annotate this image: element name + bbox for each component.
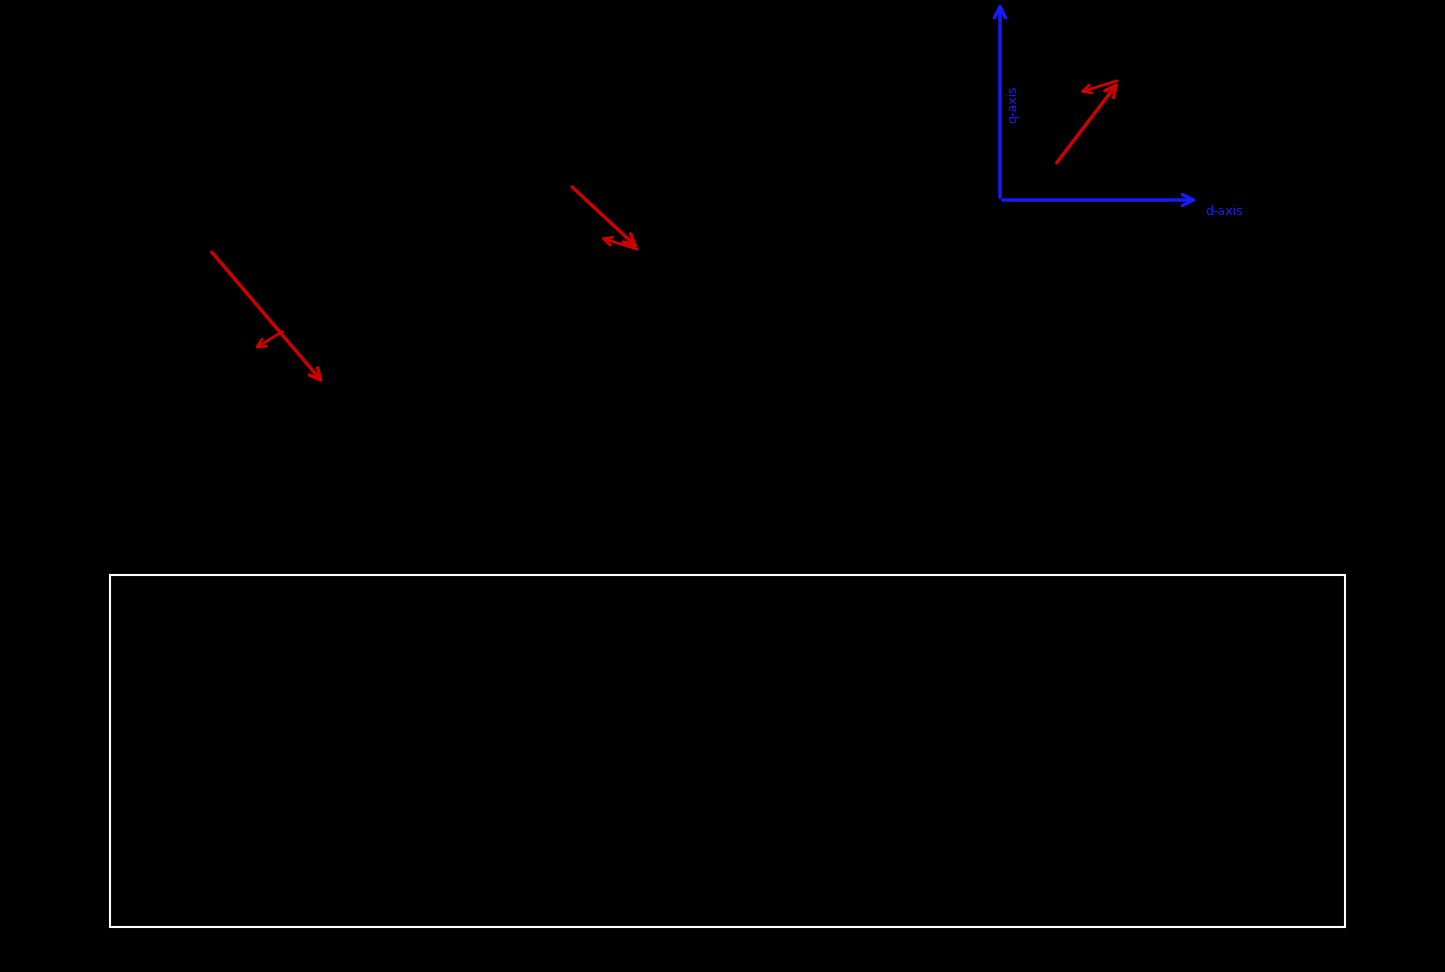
Bar [110, 575, 1345, 927]
Text: Clarke Transformation: Clarke Transformation [308, 100, 532, 118]
Text: F: F [337, 368, 347, 386]
Text: $\dot{i}_\beta$: $\dot{i}_\beta$ [772, 180, 788, 214]
Text: $\omega$: $\omega$ [605, 249, 620, 267]
Text: d-axis: d-axis [1205, 205, 1243, 218]
Text: $i_\alpha = i_a$: $i_\alpha = i_a$ [387, 155, 452, 182]
Text: $\omega$: $\omega$ [1085, 51, 1100, 69]
Text: $i_d = i_\alpha \cos\theta + i_\beta \sin\theta$: $i_d = i_\alpha \cos\theta + i_\beta \si… [738, 155, 962, 187]
Text: $\omega$: $\omega$ [285, 306, 301, 324]
Text: $\dot{i}_b$: $\dot{i}_b$ [305, 303, 322, 333]
Text: $\dot{i}_c$: $\dot{i}_c$ [49, 283, 65, 314]
Text: Park Transformation: Park Transformation [747, 100, 952, 118]
Text: q-axis: q-axis [1006, 86, 1019, 123]
Text: F: F [1133, 61, 1143, 79]
Text: $\dot{i}_d$: $\dot{i}_d$ [832, 0, 850, 28]
Text: F: F [652, 231, 662, 249]
Text: $i_\beta = \dfrac{1}{\sqrt{3}}(i_a + 2i_b)$: $i_\beta = \dfrac{1}{\sqrt{3}}(i_a + 2i_… [329, 220, 512, 276]
Text: $\dot{i}_q$: $\dot{i}_q$ [1209, 180, 1227, 213]
Text: $i_q = i_\beta \cos\theta + i_\alpha \sin\theta$: $i_q = i_\beta \cos\theta + i_\alpha \si… [738, 220, 962, 252]
